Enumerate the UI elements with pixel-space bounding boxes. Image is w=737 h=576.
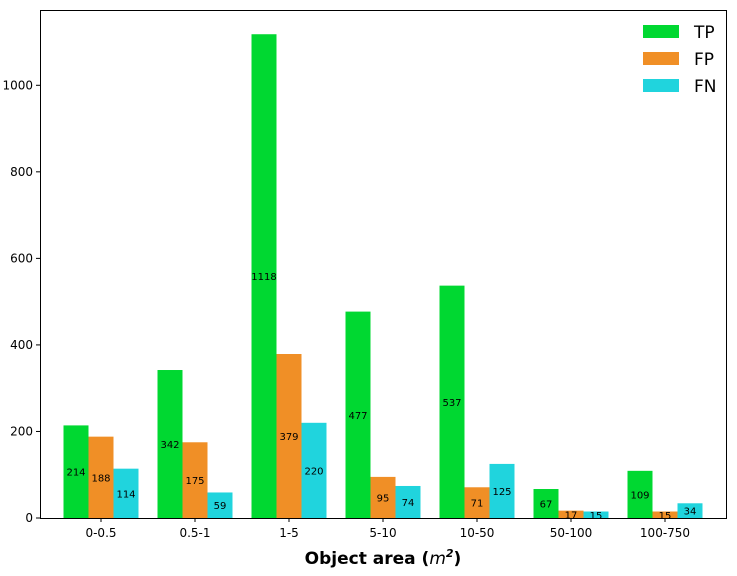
legend-label-fp: FP bbox=[694, 50, 714, 70]
bar-label-fn-50-100: 15 bbox=[590, 511, 603, 522]
bar-fn-100-750 bbox=[677, 503, 703, 518]
y-tick-label: 600 bbox=[10, 251, 33, 265]
legend-swatch-tp bbox=[643, 25, 679, 38]
x-tick-label: 50-100 bbox=[550, 526, 593, 540]
bar-tp-5-10 bbox=[345, 311, 371, 518]
bar-label-tp-50-100: 67 bbox=[540, 500, 553, 511]
y-tick-label: 200 bbox=[10, 424, 33, 438]
x-tick-label: 1-5 bbox=[279, 526, 299, 540]
bar-label-fn-0.5-1: 59 bbox=[214, 501, 227, 512]
bar-fp-5-10 bbox=[370, 476, 396, 518]
x-tick-label: 0.5-1 bbox=[179, 526, 210, 540]
y-tick-label: 800 bbox=[10, 165, 33, 179]
bar-fp-100-750 bbox=[652, 511, 678, 518]
bar-label-fp-5-10: 95 bbox=[377, 493, 390, 504]
bar-label-tp-1-5: 1118 bbox=[251, 272, 276, 283]
bar-label-fn-100-750: 34 bbox=[684, 507, 697, 518]
x-axis-title: Object area (m2) bbox=[305, 547, 462, 569]
bar-fn-0-0.5 bbox=[113, 468, 139, 518]
bar-fp-0.5-1 bbox=[182, 442, 208, 518]
bar-tp-1-5 bbox=[251, 34, 277, 518]
legend: TP FP FN bbox=[643, 23, 717, 97]
bar-tp-50-100 bbox=[533, 489, 559, 518]
bar-label-tp-5-10: 477 bbox=[348, 411, 367, 422]
bar-fn-0.5-1 bbox=[207, 492, 233, 518]
bar-tp-100-750 bbox=[627, 470, 653, 518]
legend-swatch-fp bbox=[643, 52, 679, 65]
bar-tp-0-0.5 bbox=[63, 425, 89, 518]
y-tick-label: 0 bbox=[25, 511, 33, 525]
bar-fp-1-5 bbox=[276, 354, 302, 518]
bar-fp-50-100 bbox=[558, 510, 584, 518]
bar-labels-layer: 214 342 1118 477 537 67 109 188 175 379 95 71 17 15 11… bbox=[66, 272, 696, 522]
y-tick-label: 1000 bbox=[2, 78, 33, 92]
bar-label-fp-50-100: 17 bbox=[565, 510, 578, 521]
bar-label-fp-10-50: 71 bbox=[471, 499, 484, 510]
bar-label-tp-0.5-1: 342 bbox=[160, 440, 179, 451]
legend-swatch-fn bbox=[643, 79, 679, 92]
bar-label-fp-100-750: 15 bbox=[659, 511, 672, 522]
bar-label-fn-1-5: 220 bbox=[304, 466, 323, 477]
bar-label-fp-0-0.5: 188 bbox=[91, 473, 110, 484]
bars-layer bbox=[63, 34, 703, 518]
legend-label-tp: TP bbox=[693, 23, 715, 43]
bar-label-fp-0.5-1: 175 bbox=[185, 476, 204, 487]
bar-fn-50-100 bbox=[583, 511, 609, 518]
x-axis: 0-0.5 0.5-1 1-5 5-10 10-50 50-100 100-750 bbox=[85, 518, 690, 540]
bar-fp-0-0.5 bbox=[88, 436, 114, 518]
bar-label-fn-5-10: 74 bbox=[402, 498, 415, 509]
legend-label-fn: FN bbox=[694, 77, 717, 97]
y-tick-label: 400 bbox=[10, 338, 33, 352]
bar-label-fn-0-0.5: 114 bbox=[116, 489, 135, 500]
bar-label-tp-10-50: 537 bbox=[442, 398, 461, 409]
bar-label-fn-10-50: 125 bbox=[492, 487, 511, 498]
x-tick-label: 0-0.5 bbox=[85, 526, 116, 540]
bar-label-tp-100-750: 109 bbox=[630, 490, 649, 501]
bar-tp-10-50 bbox=[439, 285, 465, 518]
bar-tp-0.5-1 bbox=[157, 370, 183, 518]
y-axis: 0 200 400 600 800 1000 bbox=[2, 78, 40, 525]
x-tick-label: 10-50 bbox=[460, 526, 495, 540]
bar-fn-5-10 bbox=[395, 485, 421, 518]
bar-fn-10-50 bbox=[489, 463, 515, 518]
bar-fn-1-5 bbox=[301, 422, 327, 518]
x-tick-label: 100-750 bbox=[640, 526, 690, 540]
bar-fp-10-50 bbox=[464, 487, 490, 518]
bar-label-fp-1-5: 379 bbox=[279, 432, 298, 443]
x-tick-label: 5-10 bbox=[369, 526, 396, 540]
bar-label-tp-0-0.5: 214 bbox=[66, 468, 85, 479]
plot-frame bbox=[40, 10, 727, 519]
